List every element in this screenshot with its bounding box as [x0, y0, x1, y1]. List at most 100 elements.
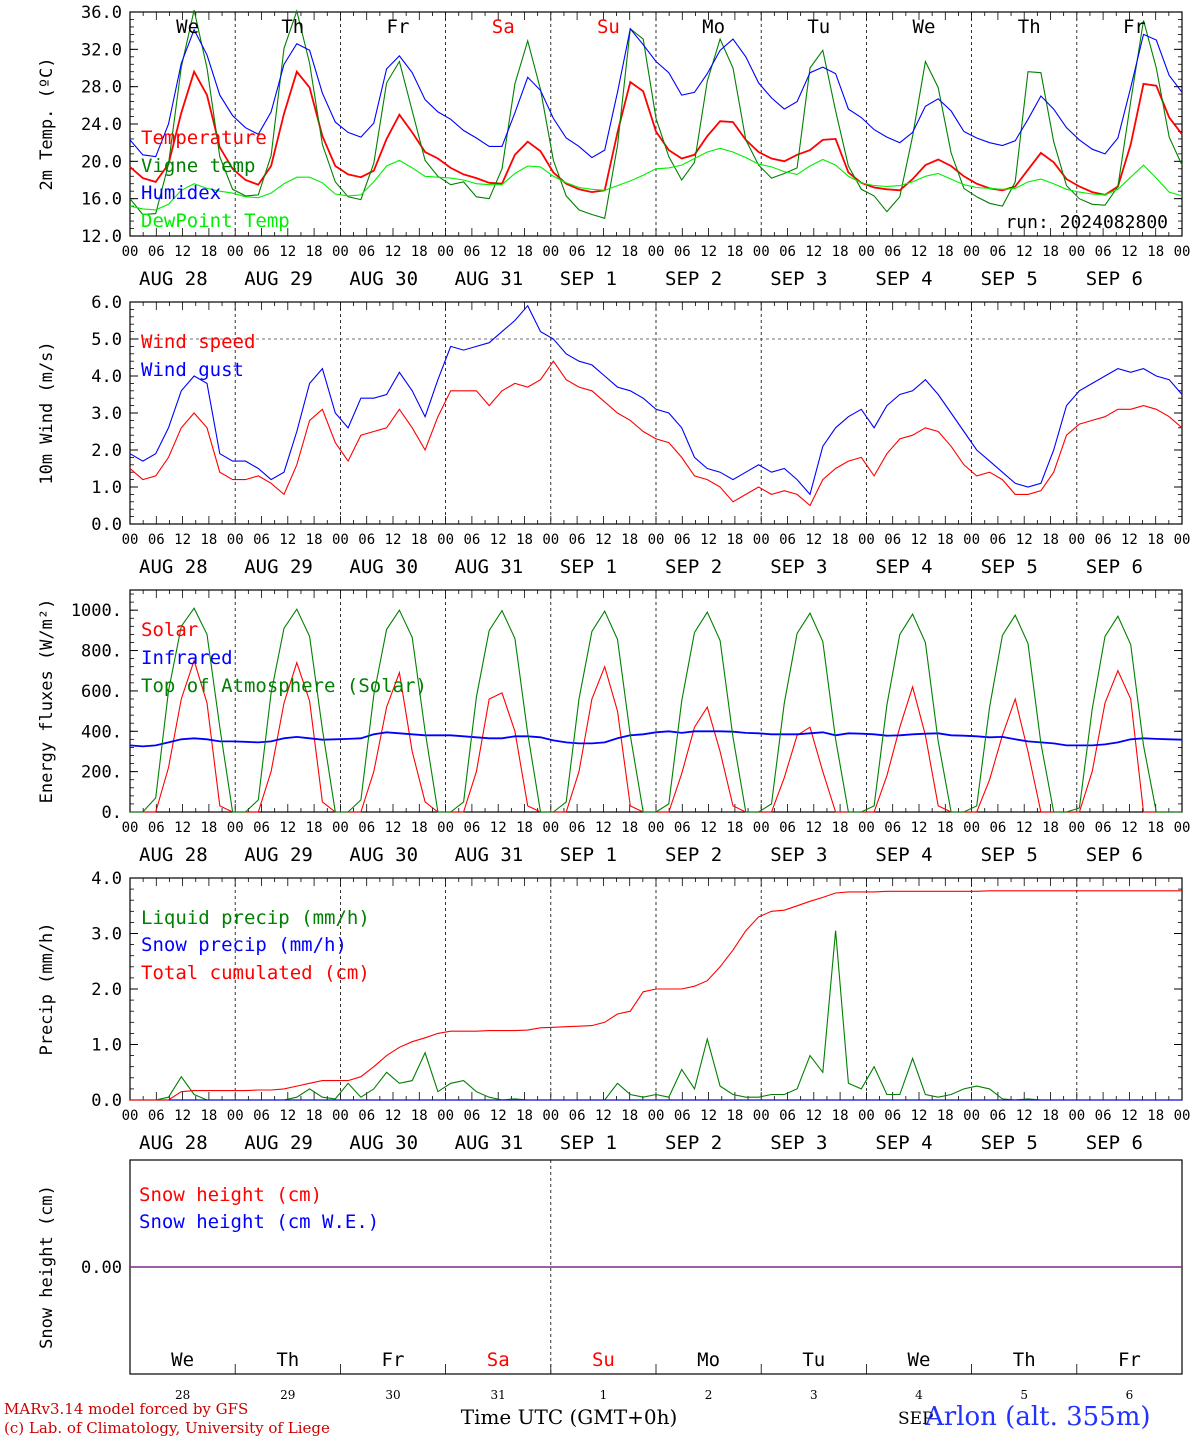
y-tick-label: 1000. — [71, 601, 122, 621]
x-hour-label: 18 — [621, 532, 638, 548]
x-hour-label: 12 — [1016, 1108, 1033, 1124]
x-hour-label: 18 — [937, 532, 954, 548]
x-hour-label: 18 — [1147, 532, 1164, 548]
x-hour-label: 18 — [516, 820, 533, 836]
weekday-label: Su — [597, 16, 620, 38]
x-hour-label: 12 — [490, 1108, 507, 1124]
x-hour-label: 12 — [911, 820, 928, 836]
x-day-label: SEP 1 — [560, 1132, 617, 1154]
y-tick-label: 12.0 — [81, 227, 122, 247]
x-hour-label: 18 — [832, 1108, 849, 1124]
x-hour-label: 00 — [542, 532, 559, 548]
weekday-label: Fr — [1118, 1349, 1141, 1371]
date-label: 3 — [810, 1388, 818, 1402]
x-day-label: AUG 28 — [139, 844, 208, 866]
x-hour-label: 06 — [463, 532, 480, 548]
y-tick-label: 400. — [81, 722, 122, 742]
x-hour-label: 00 — [332, 532, 349, 548]
x-hour-label: 06 — [989, 1108, 1006, 1124]
legend-entry: Vigne temp — [141, 155, 255, 177]
weekday-label: Th — [1013, 1349, 1036, 1371]
x-hour-label: 12 — [805, 532, 822, 548]
y-tick-label: 28.0 — [81, 78, 122, 98]
x-day-label: SEP 4 — [875, 556, 932, 578]
x-hour-label: 18 — [306, 532, 323, 548]
weekday-label: Th — [1018, 16, 1041, 38]
x-hour-label: 18 — [411, 820, 428, 836]
y-tick-label: 1.0 — [91, 1036, 122, 1056]
x-hour-label: 18 — [200, 244, 217, 260]
series-liquid-precip-mm-h- — [130, 930, 1182, 1101]
x-hour-label: 06 — [569, 244, 586, 260]
x-hour-label: 18 — [516, 532, 533, 548]
x-hour-label: 12 — [700, 1108, 717, 1124]
date-label: 31 — [491, 1388, 506, 1402]
x-hour-label: 18 — [621, 1108, 638, 1124]
x-day-label: SEP 3 — [770, 268, 827, 290]
run-label: run: 2024082800 — [1005, 212, 1168, 233]
x-day-label: SEP 2 — [665, 844, 722, 866]
x-hour-label: 06 — [358, 820, 375, 836]
x-hour-label: 12 — [805, 820, 822, 836]
x-hour-label: 00 — [1174, 1108, 1191, 1124]
x-day-label: AUG 31 — [455, 1132, 524, 1154]
x-day-label: SEP 4 — [875, 844, 932, 866]
y-tick-label: 600. — [81, 682, 122, 702]
series-vigne-temp — [129, 9, 1183, 220]
x-hour-label: 00 — [542, 244, 559, 260]
x-hour-label: 18 — [516, 1108, 533, 1124]
x-hour-label: 06 — [779, 820, 796, 836]
y-tick-label: 1.0 — [91, 478, 122, 498]
x-hour-label: 06 — [884, 820, 901, 836]
x-hour-label: 06 — [1095, 820, 1112, 836]
x-day-label: SEP 2 — [665, 1132, 722, 1154]
legend-entry: Snow height (cm) — [139, 1184, 322, 1206]
x-day-label: SEP 6 — [1086, 268, 1143, 290]
x-hour-label: 06 — [1095, 532, 1112, 548]
legend-entry: Infrared — [141, 647, 233, 669]
x-hour-label: 18 — [306, 820, 323, 836]
x-hour-label: 18 — [306, 244, 323, 260]
x-hour-label: 18 — [621, 820, 638, 836]
x-day-label: AUG 28 — [139, 556, 208, 578]
x-hour-label: 06 — [358, 1108, 375, 1124]
x-hour-label: 12 — [385, 244, 402, 260]
x-hour-label: 12 — [279, 532, 296, 548]
x-hour-label: 06 — [884, 1108, 901, 1124]
x-hour-label: 06 — [253, 1108, 270, 1124]
legend-entry: Snow height (cm W.E.) — [139, 1211, 379, 1233]
x-hour-label: 18 — [1042, 1108, 1059, 1124]
y-axis-label: Energy fluxes (W/m²) — [37, 599, 57, 804]
x-day-label: AUG 31 — [455, 556, 524, 578]
weekday-label: Tu — [802, 1349, 825, 1371]
x-hour-label: 18 — [411, 1108, 428, 1124]
x-hour-label: 12 — [385, 1108, 402, 1124]
x-hour-label: 06 — [569, 532, 586, 548]
x-day-label: SEP 1 — [560, 844, 617, 866]
x-hour-label: 06 — [569, 820, 586, 836]
x-hour-label: 00 — [753, 1108, 770, 1124]
x-hour-label: 00 — [1068, 1108, 1085, 1124]
x-hour-label: 06 — [884, 532, 901, 548]
x-hour-label: 18 — [726, 532, 743, 548]
series-wind-speed — [129, 360, 1183, 507]
y-tick-label: 0.00 — [81, 1258, 122, 1278]
x-hour-label: 00 — [1174, 532, 1191, 548]
x-axis-title: Time UTC (GMT+0h) — [461, 1405, 678, 1429]
x-hour-label: 00 — [122, 820, 139, 836]
y-tick-label: 24.0 — [81, 115, 122, 135]
x-hour-label: 00 — [227, 244, 244, 260]
x-day-label: AUG 29 — [244, 844, 313, 866]
x-day-label: SEP 3 — [770, 556, 827, 578]
x-hour-label: 18 — [200, 532, 217, 548]
x-hour-label: 00 — [648, 1108, 665, 1124]
x-hour-label: 06 — [779, 532, 796, 548]
weekday-label: We — [913, 16, 936, 38]
y-tick-label: 5.0 — [91, 330, 122, 350]
x-hour-label: 06 — [358, 532, 375, 548]
x-hour-label: 06 — [884, 244, 901, 260]
x-hour-label: 12 — [1121, 244, 1138, 260]
x-hour-label: 00 — [227, 820, 244, 836]
x-hour-label: 00 — [332, 244, 349, 260]
x-day-label: SEP 5 — [981, 268, 1038, 290]
